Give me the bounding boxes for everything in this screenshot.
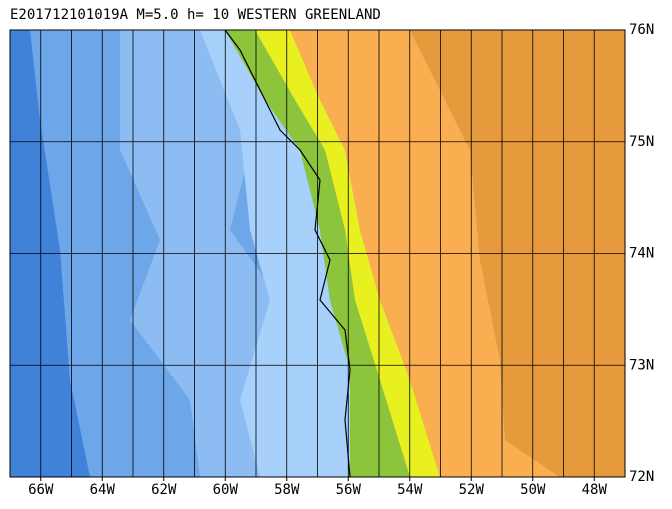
x-tick-label: 50W	[520, 482, 546, 498]
x-tick-label: 52W	[459, 482, 485, 498]
x-tick-label: 56W	[336, 482, 362, 498]
y-tick-label: 73N	[629, 357, 654, 373]
map-title: E201712101019A M=5.0 h= 10 WESTERN GREEN…	[10, 7, 381, 23]
x-tick-label: 48W	[582, 482, 608, 498]
map-frame	[9, 29, 626, 478]
coastline	[224, 29, 351, 478]
x-tick-label: 62W	[151, 482, 177, 498]
graticule	[10, 29, 625, 478]
y-tick-label: 72N	[629, 469, 654, 485]
y-tick-label: 74N	[629, 246, 654, 262]
y-tick-label: 75N	[629, 134, 654, 150]
x-tick-label: 64W	[90, 482, 116, 498]
y-tick-label: 76N	[629, 22, 654, 38]
x-tick-label: 58W	[274, 482, 300, 498]
x-tick-label: 60W	[213, 482, 239, 498]
x-tick-label: 66W	[28, 482, 54, 498]
x-tick-label: 54W	[397, 482, 423, 498]
